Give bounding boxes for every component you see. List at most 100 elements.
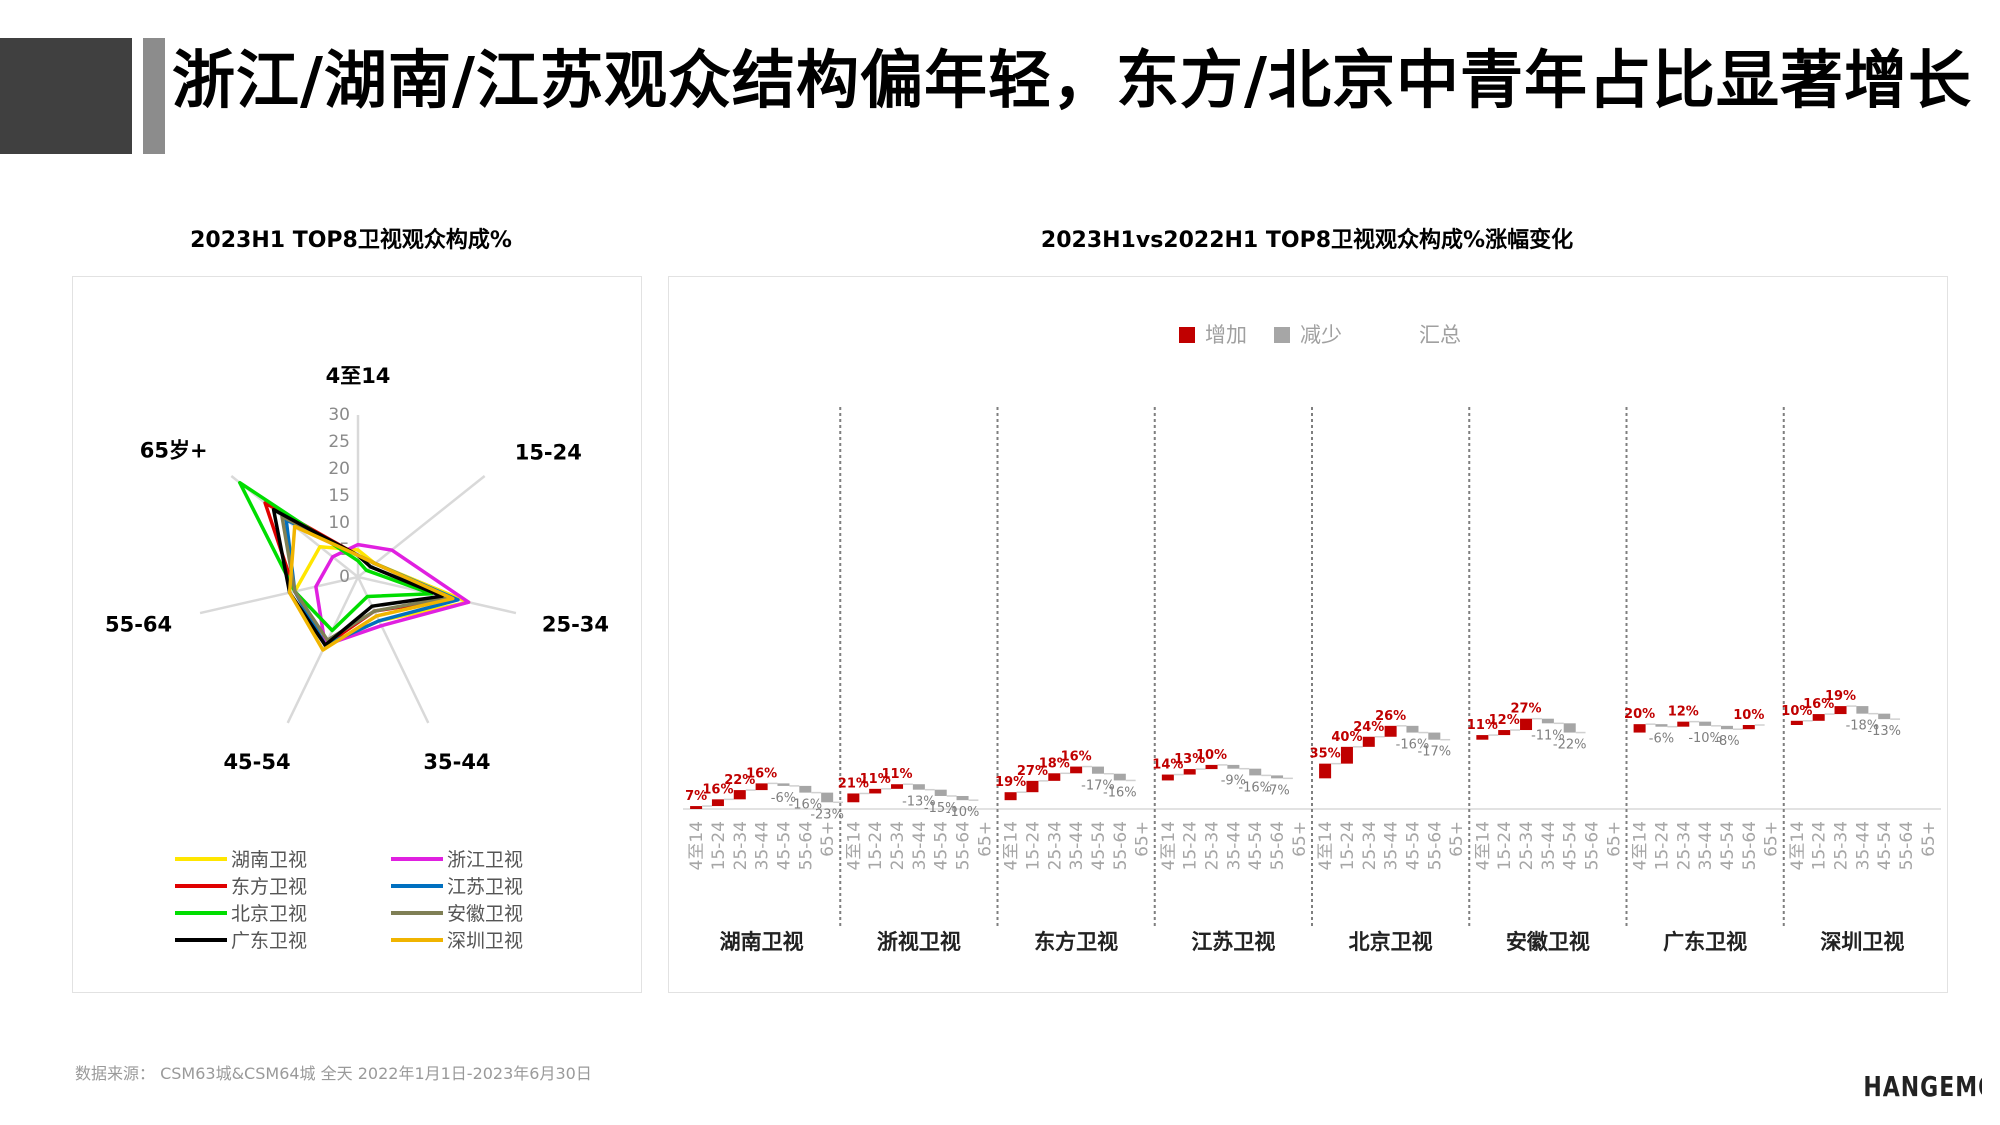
- waterfall-data-label: -22%: [1553, 738, 1587, 753]
- waterfall-bar-decrease: [1091, 766, 1104, 774]
- radar-panel: 0 5 10 15 20 25 30 4至14 15-24 25-34 35-44 45-54 55-6…: [72, 276, 642, 993]
- waterfall-bar-decrease: [1249, 768, 1262, 776]
- waterfall-bar-decrease: [956, 795, 969, 801]
- waterfall-age-tick: 65+: [975, 821, 995, 857]
- waterfall-age-tick: 45-54: [1718, 821, 1738, 870]
- waterfall-bar-increase: [1498, 730, 1511, 736]
- waterfall-age-tick: 25-34: [1045, 821, 1065, 870]
- waterfall-data-label: -16%: [1238, 780, 1272, 795]
- waterfall-data-label: -18%: [1846, 719, 1880, 734]
- waterfall-bar-decrease: [1271, 775, 1284, 779]
- waterfall-bar-increase: [690, 806, 703, 809]
- waterfall-bar-decrease: [1856, 706, 1869, 714]
- waterfall-bar-increase: [1677, 721, 1690, 727]
- waterfall-age-tick: 25-34: [1674, 821, 1694, 870]
- waterfall-bar-increase: [1183, 769, 1196, 775]
- waterfall-age-tick: 45-54: [932, 821, 952, 870]
- waterfall-data-label: -9%: [1221, 774, 1246, 789]
- waterfall-legend-label: 汇总: [1419, 323, 1461, 347]
- waterfall-age-tick: 45-54: [1875, 821, 1895, 870]
- waterfall-group-label: 北京卫视: [1349, 930, 1433, 954]
- waterfall-bar-increase: [1026, 780, 1039, 793]
- waterfall-data-label: 19%: [1825, 689, 1856, 704]
- waterfall-data-label: 27%: [1510, 702, 1541, 717]
- radar-series-浙江卫视: [314, 542, 471, 647]
- waterfall-bar-increase: [711, 799, 724, 807]
- radar-spoke: [357, 475, 486, 578]
- waterfall-data-label: 20%: [1624, 707, 1655, 722]
- radar-series-深圳卫视: [287, 524, 455, 652]
- waterfall-legend-label: 减少: [1300, 323, 1342, 347]
- waterfall-bar-increase: [847, 793, 860, 803]
- radar-legend-label: 深圳卫视: [447, 930, 523, 952]
- waterfall-age-tick: 65+: [818, 821, 838, 857]
- waterfall-bar-decrease: [1428, 732, 1441, 740]
- waterfall-data-label: -16%: [1396, 738, 1430, 753]
- waterfall-data-label: 16%: [1803, 697, 1834, 712]
- waterfall-age-tick: 65+: [1604, 821, 1624, 857]
- waterfall-data-label: 18%: [1039, 756, 1070, 771]
- radar-legend-label: 江苏卫视: [447, 876, 523, 898]
- waterfall-age-tick: 25-34: [1517, 821, 1537, 870]
- waterfall-bar-decrease: [934, 789, 947, 796]
- waterfall-bar-decrease: [799, 785, 812, 793]
- waterfall-data-label: 40%: [1331, 730, 1362, 745]
- changemo-logo: CHANGEMO: [1862, 1071, 1982, 1103]
- waterfall-data-label: -10%: [946, 805, 980, 820]
- waterfall-bar-decrease: [1113, 773, 1126, 781]
- waterfall-bar-increase: [869, 788, 882, 794]
- waterfall-age-tick: 35-44: [1382, 821, 1402, 870]
- waterfall-bar-decrease: [912, 784, 925, 790]
- waterfall-age-tick: 55-64: [1740, 821, 1760, 870]
- waterfall-age-tick: 45-54: [1246, 821, 1266, 870]
- radar-series-北京卫视: [238, 480, 434, 633]
- waterfall-age-tick: 65+: [1919, 821, 1939, 857]
- waterfall-age-tick: 4至14: [1316, 821, 1336, 870]
- waterfall-age-tick: 25-34: [731, 821, 751, 870]
- waterfall-data-label: 16%: [1061, 750, 1092, 765]
- waterfall-data-label: -15%: [924, 801, 958, 816]
- waterfall-age-tick: 35-44: [1696, 821, 1716, 870]
- waterfall-data-label: 14%: [1152, 758, 1183, 773]
- logo-text: CHANGEMO: [1862, 1071, 1982, 1103]
- waterfall-data-label: 13%: [1174, 752, 1205, 767]
- waterfall-age-tick: 4至14: [1473, 821, 1493, 870]
- waterfall-group-label: 江苏卫视: [1191, 930, 1275, 954]
- waterfall-age-tick: 45-54: [1561, 821, 1581, 870]
- radar-spoke: [199, 575, 359, 615]
- waterfall-group-label: 广东卫视: [1663, 930, 1747, 954]
- waterfall-age-tick: 25-34: [1360, 821, 1380, 870]
- radar-axis-label: 4至14: [326, 364, 391, 388]
- radar-axis-label: 35-44: [423, 750, 490, 774]
- radar-legend-label: 安徽卫视: [447, 903, 523, 925]
- radar-spoke: [356, 576, 430, 724]
- waterfall-age-tick: 4至14: [844, 821, 864, 870]
- waterfall-group-label: 浙视卫视: [877, 930, 961, 954]
- waterfall-age-tick: 45-54: [1089, 821, 1109, 870]
- waterfall-data-label: -6%: [1649, 732, 1674, 747]
- waterfall-legend-swatch: [1274, 327, 1290, 343]
- waterfall-age-tick: 35-44: [1067, 821, 1087, 870]
- waterfall-legend-label: 增加: [1205, 323, 1247, 347]
- waterfall-age-tick: 65+: [1762, 821, 1782, 857]
- data-source-footer: 数据来源： CSM63城&CSM64城 全天 2022年1月1日-2023年6月…: [75, 1064, 592, 1083]
- waterfall-data-label: 10%: [1733, 708, 1764, 723]
- waterfall-data-label: 10%: [1781, 704, 1812, 719]
- waterfall-data-label: 10%: [1196, 748, 1227, 763]
- waterfall-age-tick: 45-54: [1403, 821, 1423, 870]
- waterfall-data-label: 24%: [1353, 720, 1384, 735]
- waterfall-chart-title: 2023H1vs2022H1 TOP8卫视观众构成%涨幅变化: [1040, 228, 1574, 253]
- radar-legend-label: 北京卫视: [231, 903, 307, 925]
- radar-legend-label: 东方卫视: [231, 876, 307, 898]
- waterfall-bar-increase: [891, 784, 904, 789]
- title-decoration-bar: [143, 38, 165, 154]
- waterfall-data-label: -13%: [902, 795, 936, 810]
- waterfall-data-label: 11%: [881, 767, 912, 782]
- waterfall-data-label: 21%: [838, 776, 869, 791]
- radar-legend-label: 湖南卫视: [231, 849, 307, 871]
- radar-axis-label: 55-64: [105, 612, 172, 636]
- waterfall-bar-decrease: [1541, 718, 1554, 724]
- waterfall-bar-increase: [1834, 706, 1847, 715]
- waterfall-bar-increase: [1742, 725, 1755, 730]
- waterfall-data-label: -17%: [1418, 745, 1452, 760]
